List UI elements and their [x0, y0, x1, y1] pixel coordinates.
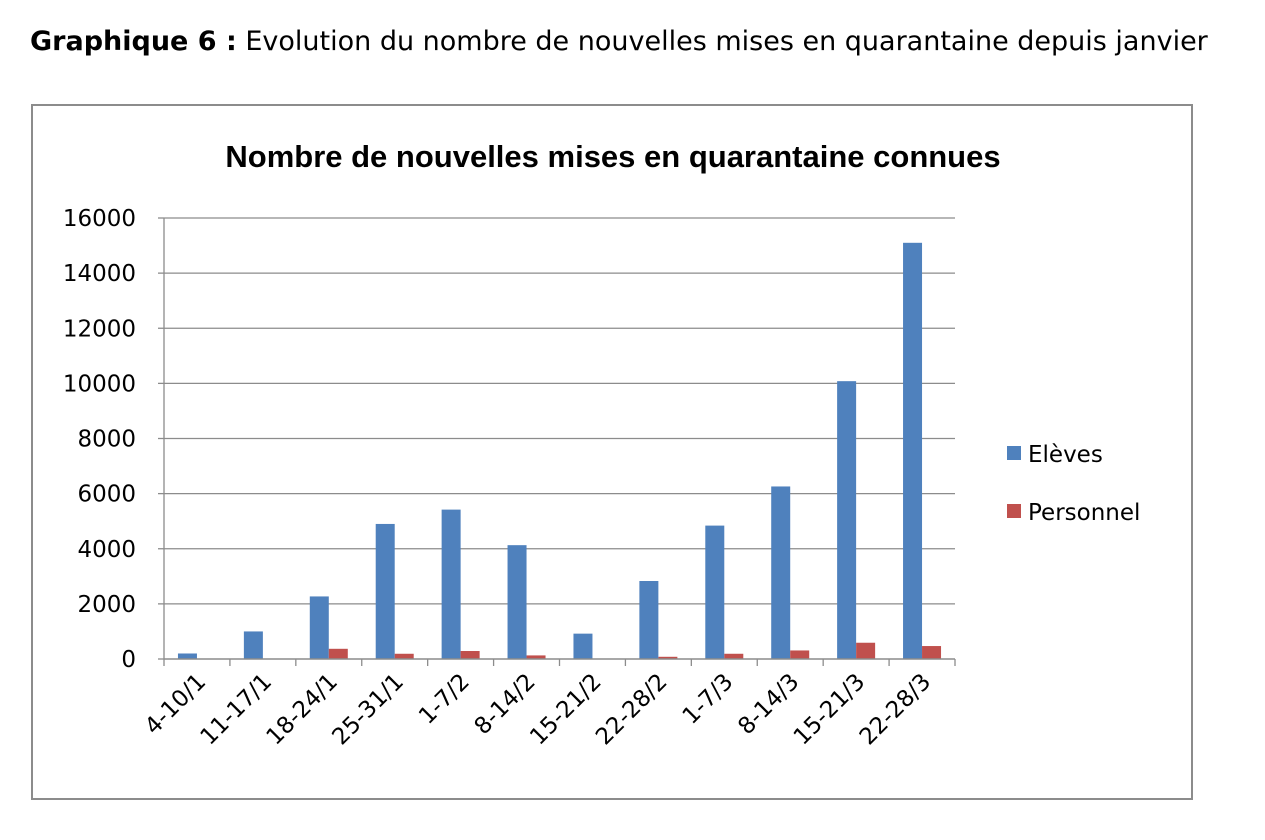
- x-tick-label: 18-24/1: [262, 669, 343, 750]
- y-tick-label: 16000: [63, 206, 136, 232]
- chart-title: Nombre de nouvelles mises en quarantaine…: [225, 139, 1000, 174]
- figure-caption: Graphique 6 : Evolution du nombre de nou…: [30, 26, 1208, 57]
- x-tick-label: 15-21/2: [525, 669, 606, 750]
- legend: Elèves Personnel: [1007, 442, 1140, 526]
- y-tick-label: 12000: [63, 316, 136, 342]
- y-tick-label: 6000: [77, 482, 136, 508]
- bar-eleves: [771, 486, 791, 659]
- bar-personnel: [328, 648, 348, 659]
- gridlines: [164, 217, 955, 605]
- bar-chart: Nombre de nouvelles mises en quarantaine…: [63, 139, 1141, 750]
- bar-personnel: [922, 646, 942, 659]
- x-axis: 4-10/111-17/118-24/125-31/1 1-7/28-14/215…: [140, 658, 956, 750]
- bar-eleves: [639, 580, 659, 659]
- bar-eleves: [573, 633, 593, 659]
- bar-eleves: [507, 545, 527, 659]
- y-tick-label: 0: [121, 647, 136, 673]
- bars: [177, 242, 942, 659]
- bar-personnel: [856, 642, 876, 659]
- legend-swatch: [1007, 504, 1021, 518]
- y-tick-label: 2000: [77, 592, 136, 618]
- bar-personnel: [790, 650, 810, 659]
- bar-eleves: [309, 596, 329, 659]
- x-tick-label: 22-28/3: [855, 669, 936, 750]
- bar-eleves: [705, 525, 725, 659]
- x-tick-label: 11-17/1: [196, 669, 277, 750]
- bar-personnel: [394, 653, 414, 659]
- bar-personnel: [526, 655, 546, 659]
- x-tick-label: 15-21/3: [789, 669, 870, 750]
- y-tick-label: 14000: [63, 261, 136, 287]
- caption-prefix: Graphique 6 :: [30, 26, 237, 57]
- chart-frame: Nombre de nouvelles mises en quarantaine…: [31, 104, 1193, 800]
- caption-text: Evolution du nombre de nouvelles mises e…: [245, 26, 1208, 57]
- x-tick-label: 1-7/3: [678, 669, 739, 730]
- legend-label: Personnel: [1028, 500, 1140, 526]
- bar-eleves: [837, 381, 857, 659]
- x-tick-label: 1-7/2: [414, 669, 475, 730]
- y-tick-label: 4000: [77, 537, 136, 563]
- bar-personnel: [460, 651, 480, 659]
- y-axis: 0 2000 4000 6000 8000 10000 12000 14000 16000: [63, 206, 165, 673]
- bar-personnel: [724, 653, 744, 659]
- bar-eleves: [375, 523, 395, 659]
- legend-swatch: [1007, 446, 1021, 460]
- bar-eleves: [177, 653, 197, 659]
- bar-eleves: [243, 631, 263, 659]
- bar-eleves: [903, 242, 923, 659]
- y-tick-label: 8000: [77, 427, 136, 453]
- y-tick-label: 10000: [63, 371, 136, 397]
- legend-label: Elèves: [1028, 442, 1103, 468]
- bar-eleves: [441, 509, 461, 659]
- x-tick-label: 25-31/1: [327, 669, 408, 750]
- bar-personnel: [658, 656, 678, 659]
- x-tick-label: 22-28/2: [591, 669, 672, 750]
